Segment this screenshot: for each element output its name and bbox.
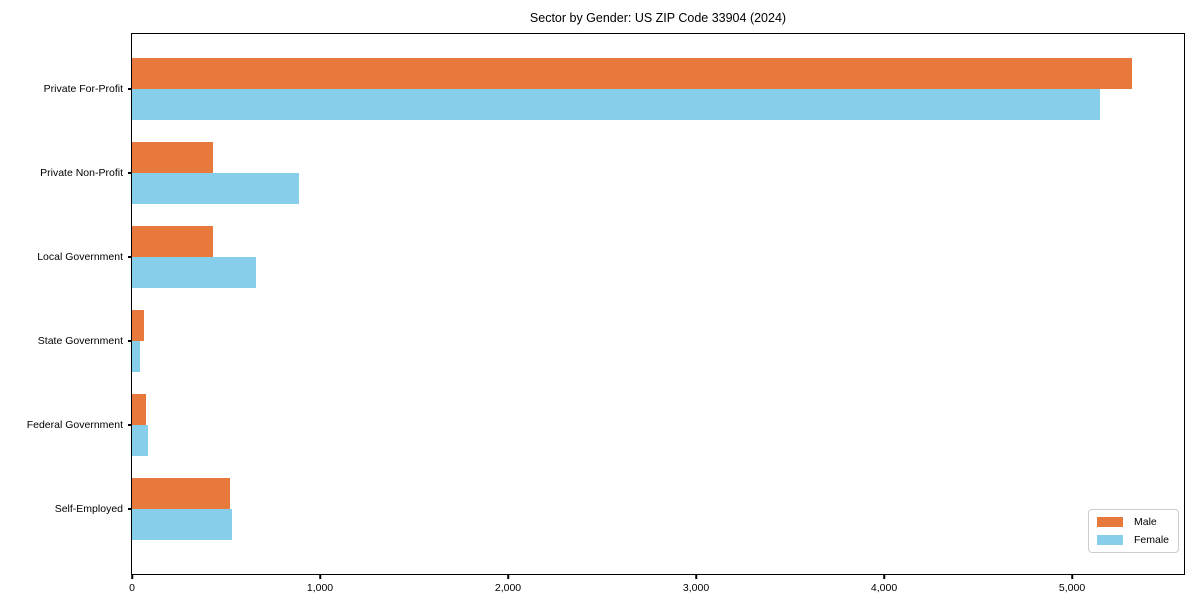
y-label-federal-government: Federal Government bbox=[26, 419, 123, 431]
bar-female-private-for-profit bbox=[132, 89, 1101, 120]
bar-male-private-non-profit bbox=[132, 142, 213, 173]
bar-male-state-government bbox=[132, 310, 145, 341]
bar-female-self-employed bbox=[132, 509, 232, 540]
y-label-private-non-profit: Private Non-Profit bbox=[40, 167, 123, 179]
plot-area: Male Female Private For-Profit Private Non… bbox=[27, 33, 1185, 594]
x-tick-3000 bbox=[695, 574, 697, 579]
x-label-3000: 3,000 bbox=[682, 582, 710, 594]
x-label-0: 0 bbox=[129, 582, 135, 594]
legend-label-male: Male bbox=[1133, 516, 1157, 528]
y-tick-federal-government bbox=[127, 424, 132, 426]
chart-title: Sector by Gender: US ZIP Code 33904 (202… bbox=[529, 11, 787, 25]
legend-label-female: Female bbox=[1133, 534, 1169, 546]
y-tick-private-non-profit bbox=[127, 172, 132, 174]
bar-male-local-government bbox=[132, 226, 213, 257]
y-tick-local-government bbox=[127, 256, 132, 258]
y-label-state-government: State Government bbox=[37, 335, 123, 347]
bar-male-private-for-profit bbox=[132, 58, 1133, 89]
x-tick-2000 bbox=[507, 574, 509, 579]
x-tick-1000 bbox=[319, 574, 321, 579]
x-label-1000: 1,000 bbox=[306, 582, 334, 594]
x-label-5000: 5,000 bbox=[1058, 582, 1086, 594]
y-tick-self-employed bbox=[127, 508, 132, 510]
bar-female-federal-government bbox=[132, 425, 148, 456]
legend: Male Female bbox=[1087, 509, 1179, 553]
x-tick-0 bbox=[131, 574, 133, 579]
y-label-local-government: Local Government bbox=[37, 251, 123, 263]
legend-swatch-female bbox=[1096, 535, 1123, 545]
y-tick-private-for-profit bbox=[127, 88, 132, 90]
x-label-4000: 4,000 bbox=[870, 582, 898, 594]
x-tick-4000 bbox=[883, 574, 885, 579]
bar-male-federal-government bbox=[132, 394, 147, 425]
bar-female-private-non-profit bbox=[132, 173, 300, 204]
legend-swatch-male bbox=[1096, 517, 1123, 527]
legend-entry-female: Female bbox=[1096, 534, 1169, 546]
y-label-self-employed: Self-Employed bbox=[54, 503, 123, 515]
y-tick-state-government bbox=[127, 340, 132, 342]
bar-female-local-government bbox=[132, 257, 257, 288]
x-tick-5000 bbox=[1071, 574, 1073, 579]
bar-male-self-employed bbox=[132, 478, 230, 509]
y-label-private-for-profit: Private For-Profit bbox=[43, 83, 123, 95]
legend-entry-male: Male bbox=[1096, 516, 1169, 528]
bar-female-state-government bbox=[132, 341, 141, 372]
x-label-2000: 2,000 bbox=[494, 582, 522, 594]
